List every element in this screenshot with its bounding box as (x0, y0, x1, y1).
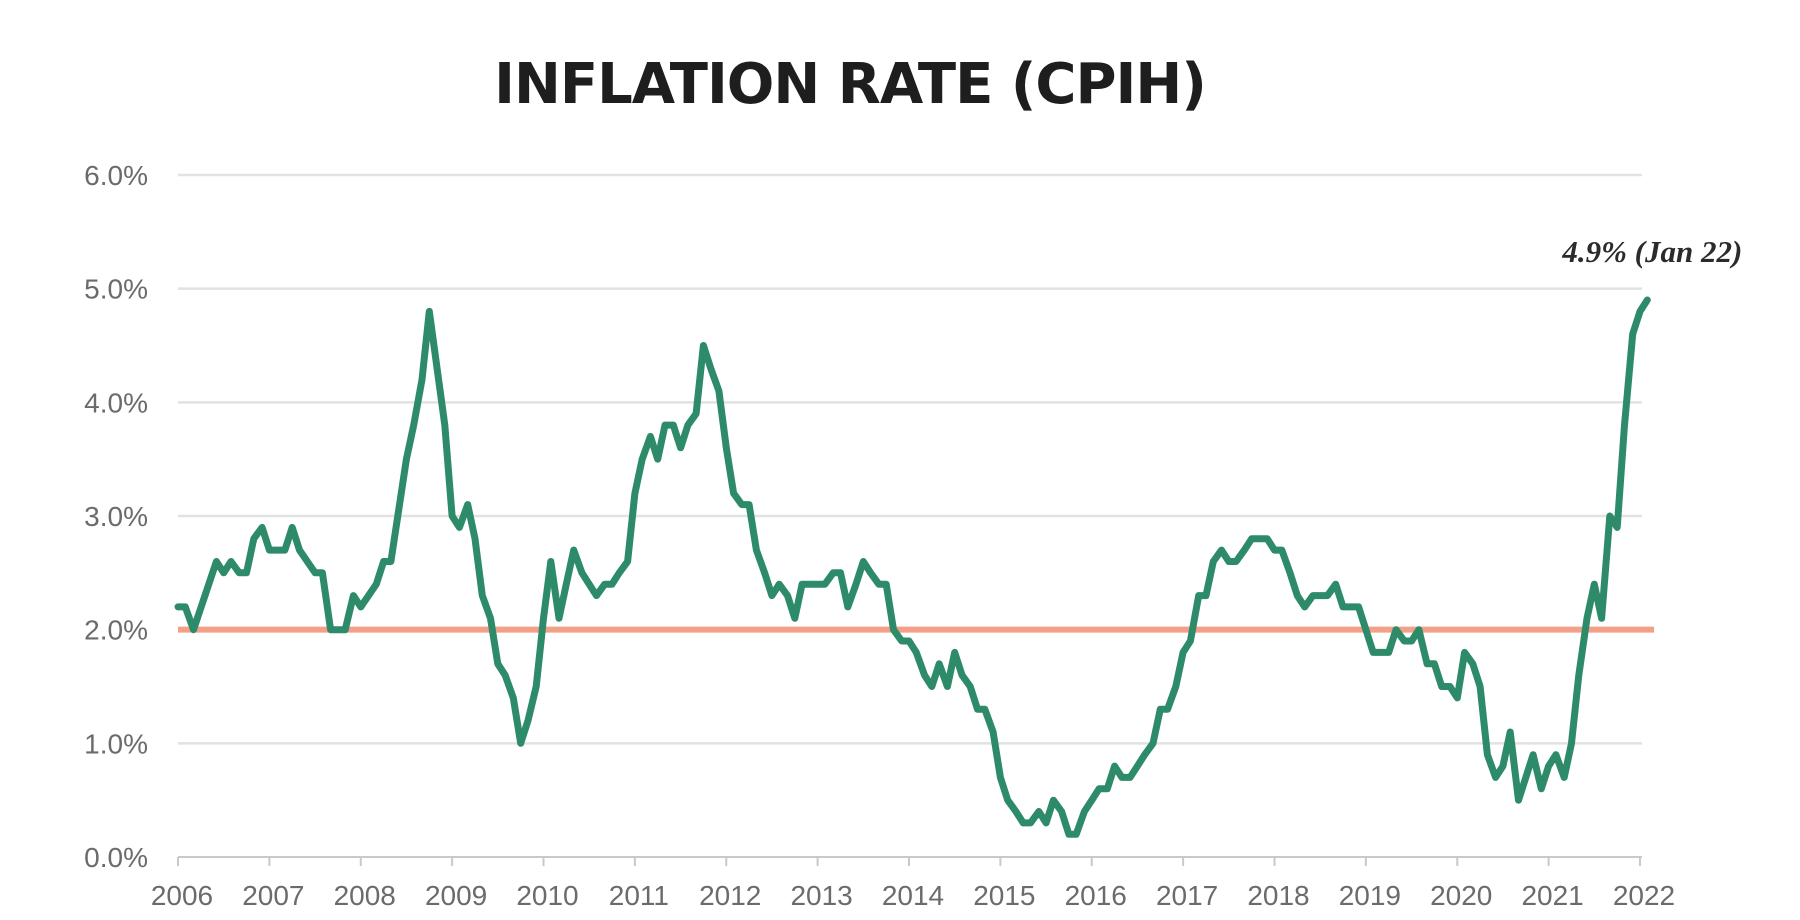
latest-value-annotation: 4.9% (Jan 22) (1561, 234, 1742, 269)
x-tick-label: 2013 (790, 880, 852, 911)
y-tick-label: 1.0% (84, 728, 148, 759)
x-tick-label: 2022 (1613, 880, 1675, 911)
chart-title: INFLATION RATE (CPIH) (494, 52, 1206, 117)
y-tick-label: 4.0% (84, 387, 148, 418)
x-tick-label: 2019 (1339, 880, 1401, 911)
inflation-series-line (174, 296, 1651, 838)
y-tick-label: 3.0% (84, 501, 148, 532)
y-tick-label: 0.0% (84, 842, 148, 873)
x-tick-label: 2015 (973, 880, 1035, 911)
y-tick-label: 6.0% (84, 160, 148, 191)
y-tick-label: 2.0% (84, 615, 148, 646)
x-tick-label: 2011 (609, 880, 669, 911)
x-tick-label: 2007 (242, 880, 304, 911)
x-tick-label: 2021 (1521, 880, 1583, 911)
x-tick-label: 2006 (151, 880, 213, 911)
x-tick-label: 2014 (882, 880, 944, 911)
x-tick-label: 2016 (1065, 880, 1127, 911)
x-tick-label: 2010 (516, 880, 578, 911)
x-tick-label: 2018 (1247, 880, 1309, 911)
x-tick-label: 2020 (1430, 880, 1492, 911)
x-tick-label: 2009 (425, 880, 487, 911)
x-tick-label: 2012 (699, 880, 761, 911)
y-tick-label: 5.0% (84, 274, 148, 305)
x-tick-label: 2008 (334, 880, 396, 911)
x-tick-label: 2017 (1156, 880, 1218, 911)
